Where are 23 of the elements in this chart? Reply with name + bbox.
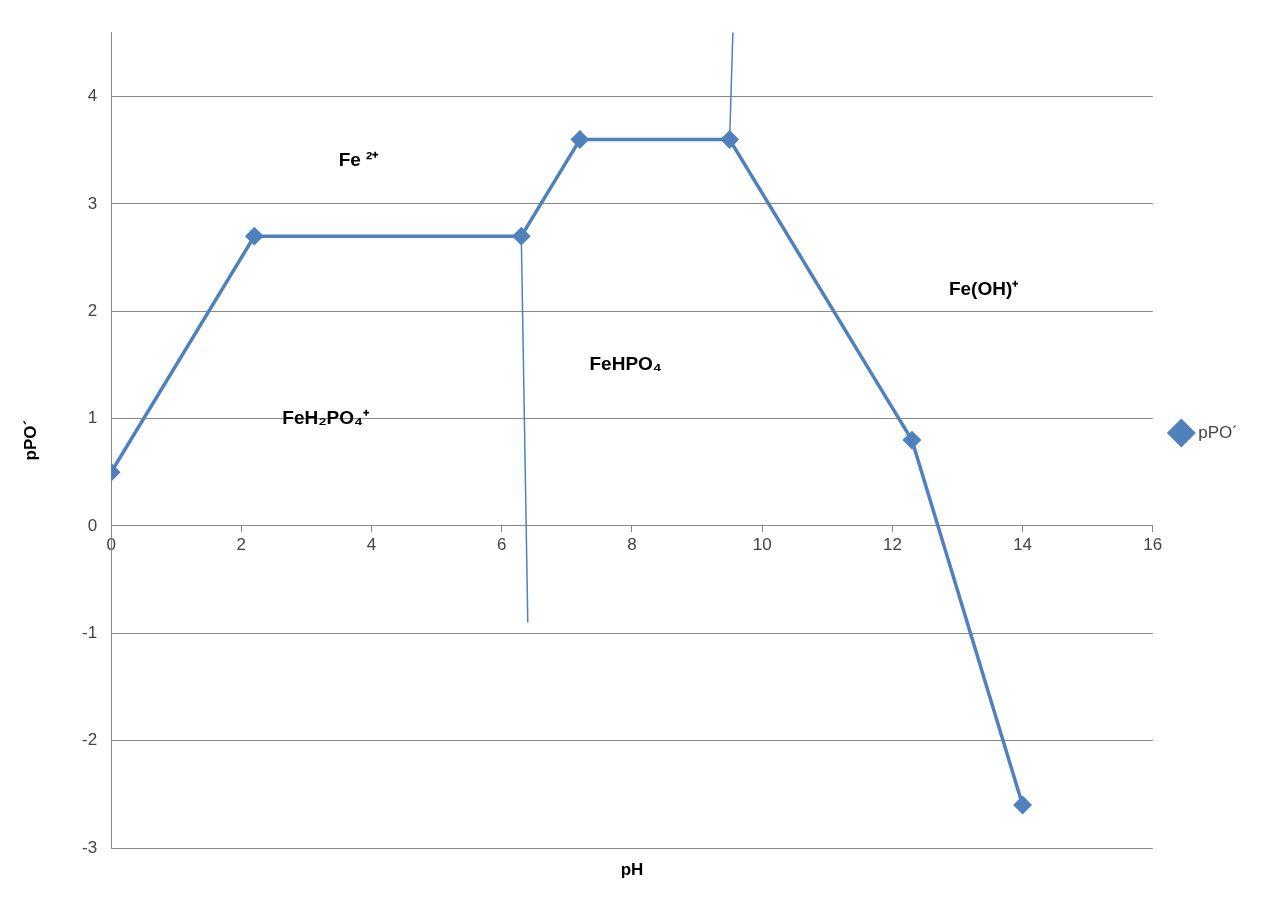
y-tick-label: 0 <box>87 515 98 535</box>
y-tick-label: 1 <box>87 408 98 428</box>
x-tick-label: 6 <box>497 534 507 554</box>
y-tick-label: -2 <box>81 730 98 750</box>
legend-label: pPO´ <box>1198 422 1239 442</box>
y-tick-label: 3 <box>87 193 98 213</box>
y-tick-label: -3 <box>81 837 98 857</box>
annotation: FeH₂PO₄⁺ <box>282 407 371 429</box>
x-tick-label: 12 <box>882 534 902 554</box>
y-tick-label: 2 <box>87 300 98 320</box>
x-tick-label: 10 <box>752 534 772 554</box>
x-tick-label: 8 <box>627 534 637 554</box>
y-tick-label: 4 <box>87 86 98 106</box>
annotation: Fe ²⁺ <box>338 149 380 171</box>
x-tick-label: 2 <box>236 534 247 554</box>
y-tick-label: -1 <box>81 623 98 642</box>
x-tick-label: 14 <box>1013 534 1033 554</box>
annotation: Fe(OH)⁺ <box>948 278 1020 300</box>
x-axis-title: pH <box>620 859 644 879</box>
y-axis-title: pPO´ <box>20 419 40 461</box>
annotation: FeHPO₄ <box>589 353 662 375</box>
x-tick-label: 4 <box>366 534 377 554</box>
x-tick-label: 16 <box>1143 534 1163 554</box>
